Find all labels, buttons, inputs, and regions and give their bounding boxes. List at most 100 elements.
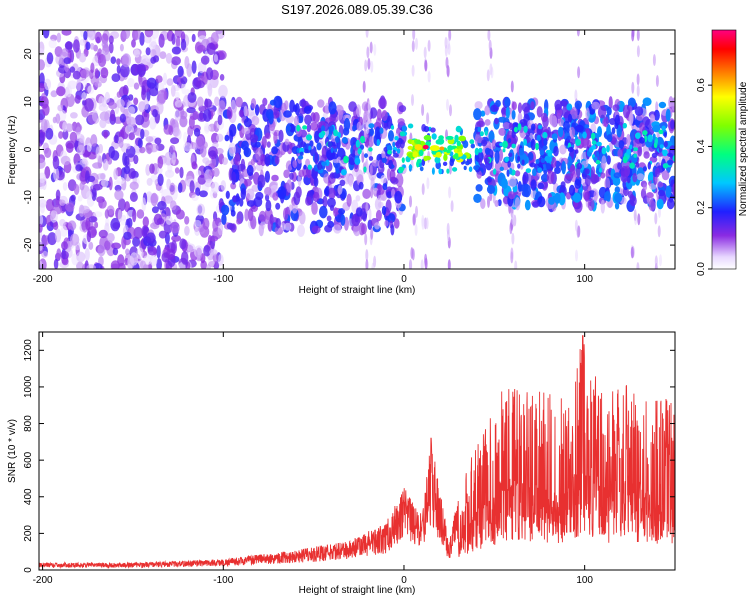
heatmap-cell <box>243 178 252 187</box>
heatmap-cell <box>663 131 667 138</box>
heatmap-cell <box>582 189 590 201</box>
heatmap-cell <box>86 230 92 243</box>
heatmap-cell <box>591 101 601 110</box>
heatmap-cell <box>196 203 206 217</box>
heatmap-cell <box>582 131 587 139</box>
heatmap-cell <box>129 192 138 202</box>
y-tick-label: 200 <box>23 525 34 542</box>
heatmap-cell <box>569 164 576 177</box>
heatmap-cell <box>312 112 320 123</box>
heatmap-cell <box>371 159 380 167</box>
heatmap-cell <box>98 104 109 112</box>
heatmap-cell <box>213 167 220 177</box>
heatmap-cell <box>358 181 364 190</box>
heatmap-cell <box>612 104 620 112</box>
heatmap-cell <box>434 156 441 164</box>
heatmap-cell <box>136 209 145 219</box>
x-tick-label: 0 <box>401 274 407 285</box>
heatmap-cell <box>133 226 144 239</box>
heatmap-cell <box>337 185 343 195</box>
heatmap-cell <box>390 125 395 130</box>
heatmap-cell <box>476 120 485 128</box>
heatmap-cell <box>193 127 201 137</box>
heatmap-cell <box>632 147 639 152</box>
heatmap-cell <box>430 127 436 133</box>
heatmap-cell <box>69 233 80 246</box>
heatmap-cell <box>469 139 475 145</box>
heatmap-cell <box>127 106 136 115</box>
heatmap-cell <box>606 145 610 153</box>
heatmap-cell <box>132 236 141 247</box>
heatmap-cell <box>367 109 371 122</box>
heatmap-cell <box>657 225 661 238</box>
heatmap-cell <box>665 108 671 122</box>
heatmap-cell <box>92 183 103 191</box>
heatmap-cell <box>610 168 616 181</box>
heatmap-cell <box>316 142 322 151</box>
heatmap-cell <box>508 152 513 157</box>
heatmap-cell <box>631 81 635 94</box>
heatmap-cell <box>370 60 374 73</box>
heatmap-cell <box>202 109 212 122</box>
heatmap-cell <box>128 132 135 141</box>
heatmap-cell <box>658 101 667 109</box>
heatmap-cell <box>231 171 237 185</box>
heatmap-cell <box>119 43 124 52</box>
heatmap-cell <box>250 215 257 230</box>
heatmap-cell <box>368 147 373 152</box>
heatmap-cell <box>672 183 675 196</box>
heatmap-cell <box>670 97 675 111</box>
heatmap-cell <box>368 208 372 221</box>
heatmap-cell <box>195 135 205 150</box>
heatmap-cell <box>246 188 255 200</box>
heatmap-cell <box>286 125 291 132</box>
heatmap-cell <box>197 75 205 82</box>
colorbar-tick-label: 0.4 <box>696 139 707 153</box>
heatmap-cell <box>548 196 555 205</box>
heatmap-cell <box>454 153 459 158</box>
heatmap-cell <box>580 135 590 149</box>
heatmap-cell <box>98 143 103 154</box>
heatmap-cell <box>606 106 612 116</box>
heatmap-cell <box>50 90 58 98</box>
heatmap-cell <box>126 143 131 150</box>
heatmap-cell <box>545 162 551 170</box>
heatmap-cell <box>370 227 374 240</box>
heatmap-cell <box>523 138 527 146</box>
heatmap-cell <box>439 146 445 151</box>
heatmap-cell <box>45 127 54 140</box>
heatmap-cell <box>657 181 664 188</box>
heatmap-cell <box>88 241 94 250</box>
heatmap-cell <box>556 108 563 117</box>
heatmap-cell <box>317 99 325 108</box>
heatmap-cell <box>206 264 211 269</box>
heatmap-cell <box>478 147 483 153</box>
heatmap-cell <box>241 127 251 135</box>
heatmap-cell <box>310 121 318 131</box>
heatmap-cell <box>239 198 244 207</box>
heatmap-cell <box>302 125 308 130</box>
heatmap-cell <box>240 188 246 200</box>
heatmap-cell <box>72 70 81 80</box>
heatmap-cell <box>171 151 176 166</box>
heatmap-cell <box>574 100 582 110</box>
heatmap-cell <box>118 262 126 269</box>
heatmap-cell <box>452 167 458 172</box>
heatmap-cell <box>484 157 490 164</box>
heatmap-cell <box>333 129 338 137</box>
heatmap-cell <box>102 158 109 171</box>
y-tick-label: 1200 <box>23 339 34 362</box>
heatmap-cell <box>179 238 187 250</box>
heatmap-cell <box>283 169 290 179</box>
heatmap-cell <box>50 210 58 223</box>
heatmap-cell <box>401 125 408 132</box>
heatmap-cell <box>94 81 102 88</box>
heatmap-cell <box>149 163 155 174</box>
heatmap-cell <box>642 97 652 106</box>
heatmap-cell <box>661 125 666 131</box>
heatmap-cell <box>312 191 320 203</box>
heatmap-cell <box>390 224 395 236</box>
heatmap-cell <box>395 173 404 188</box>
heatmap-cell <box>264 153 271 167</box>
heatmap-cell <box>186 63 192 78</box>
